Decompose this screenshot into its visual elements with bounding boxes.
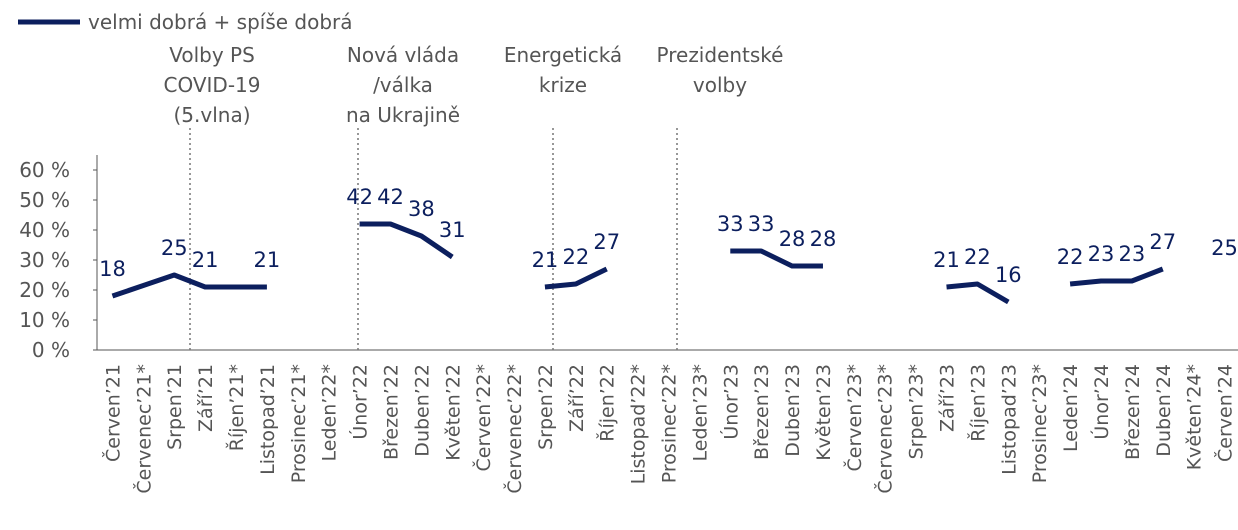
x-tick-label: Srpen’21 bbox=[164, 364, 186, 450]
x-tick-label: Únor’22 bbox=[348, 364, 372, 440]
data-label: 23 bbox=[1119, 242, 1146, 266]
x-tick-label: Říjen’22 bbox=[596, 364, 619, 442]
data-label: 22 bbox=[964, 245, 991, 269]
x-tick-label: Květen’22 bbox=[442, 364, 464, 461]
x-tick-label: Leden’24 bbox=[1060, 364, 1082, 452]
x-tick-label: Červenec’23* bbox=[873, 364, 897, 494]
data-label: 38 bbox=[408, 197, 435, 221]
data-label: 42 bbox=[346, 185, 373, 209]
x-tick-label: Leden’22* bbox=[319, 364, 341, 461]
x-tick-label: Květen’23 bbox=[813, 364, 835, 461]
data-label: 33 bbox=[748, 212, 775, 236]
x-tick-label: Červen’24 bbox=[1213, 364, 1237, 462]
data-label: 22 bbox=[562, 245, 589, 269]
data-label: 25 bbox=[161, 236, 188, 260]
annotation-text: /válka bbox=[373, 73, 433, 97]
y-tick-label: 20 % bbox=[19, 278, 70, 302]
annotation-text: (5.vlna) bbox=[173, 103, 250, 127]
x-tick-label: Červen’22* bbox=[471, 364, 495, 471]
annotation-text: Nová vláda bbox=[347, 43, 459, 67]
data-label: 28 bbox=[779, 227, 806, 251]
x-tick-label: Listopad’22* bbox=[628, 364, 650, 484]
data-label: 18 bbox=[99, 257, 126, 281]
x-tick-label: Září’23 bbox=[937, 364, 959, 432]
x-tick-label: Září’22 bbox=[566, 364, 588, 432]
y-tick-label: 40 % bbox=[19, 218, 70, 242]
x-tick-label: Duben’23 bbox=[782, 364, 804, 457]
x-tick-label: Duben’22 bbox=[411, 364, 433, 457]
x-tick-label: Listopad’21 bbox=[257, 364, 279, 475]
data-label: 16 bbox=[995, 263, 1022, 287]
x-tick-label: Červen’23* bbox=[842, 364, 866, 471]
annotation-text: Prezidentské bbox=[657, 43, 784, 67]
x-tick-label: Únor’23 bbox=[718, 364, 742, 440]
data-label: 31 bbox=[439, 218, 466, 242]
y-tick-label: 10 % bbox=[19, 308, 70, 332]
x-tick-label: Prosinec’23* bbox=[1029, 364, 1051, 483]
x-tick-label: Únor’24 bbox=[1089, 364, 1113, 440]
x-tick-label: Březen’23 bbox=[751, 364, 773, 460]
x-tick-label: Květen’24* bbox=[1184, 364, 1206, 470]
data-label: 21 bbox=[254, 248, 281, 272]
annotation-text: COVID-19 bbox=[163, 73, 260, 97]
x-tick-label: Listopad’23 bbox=[998, 364, 1020, 475]
x-tick-label: Červen’21 bbox=[100, 364, 124, 462]
x-tick-label: Červenec’22* bbox=[502, 364, 526, 494]
x-tick-label: Duben’24 bbox=[1153, 364, 1175, 457]
x-tick-label: Říjen’21* bbox=[225, 364, 248, 451]
x-tick-label: Prosinec’21* bbox=[288, 364, 310, 483]
x-tick-label: Říjen’23 bbox=[966, 364, 989, 442]
annotation-text: na Ukrajině bbox=[346, 103, 460, 127]
data-label: 25 bbox=[1211, 236, 1238, 260]
legend-label: velmi dobrá + spíše dobrá bbox=[88, 10, 353, 34]
data-label: 21 bbox=[532, 248, 559, 272]
data-label: 27 bbox=[593, 230, 620, 254]
x-tick-label: Srpen’22 bbox=[535, 364, 557, 450]
y-tick-label: 60 % bbox=[19, 158, 70, 182]
y-tick-label: 0 % bbox=[32, 338, 70, 362]
x-tick-label: Leden’23* bbox=[689, 364, 711, 461]
data-label: 28 bbox=[810, 227, 837, 251]
data-label: 33 bbox=[717, 212, 744, 236]
y-tick-label: 50 % bbox=[19, 188, 70, 212]
data-label: 21 bbox=[192, 248, 219, 272]
x-tick-label: Prosinec’22* bbox=[659, 364, 681, 483]
x-tick-label: Březen’22 bbox=[380, 364, 402, 460]
annotation-text: Volby PS bbox=[169, 43, 255, 67]
x-tick-label: Březen’24 bbox=[1122, 364, 1144, 460]
annotation-text: krize bbox=[539, 73, 587, 97]
annotation-text: Energetická bbox=[504, 43, 622, 67]
data-label: 23 bbox=[1088, 242, 1115, 266]
data-label: 27 bbox=[1149, 230, 1176, 254]
annotation-text: volby bbox=[693, 73, 747, 97]
data-label: 21 bbox=[933, 248, 960, 272]
x-tick-label: Září’21 bbox=[195, 364, 217, 432]
data-label: 42 bbox=[377, 185, 404, 209]
data-label: 22 bbox=[1057, 245, 1084, 269]
x-tick-label: Červenec’21* bbox=[131, 364, 155, 494]
x-tick-label: Srpen’23* bbox=[906, 364, 928, 459]
y-tick-label: 30 % bbox=[19, 248, 70, 272]
